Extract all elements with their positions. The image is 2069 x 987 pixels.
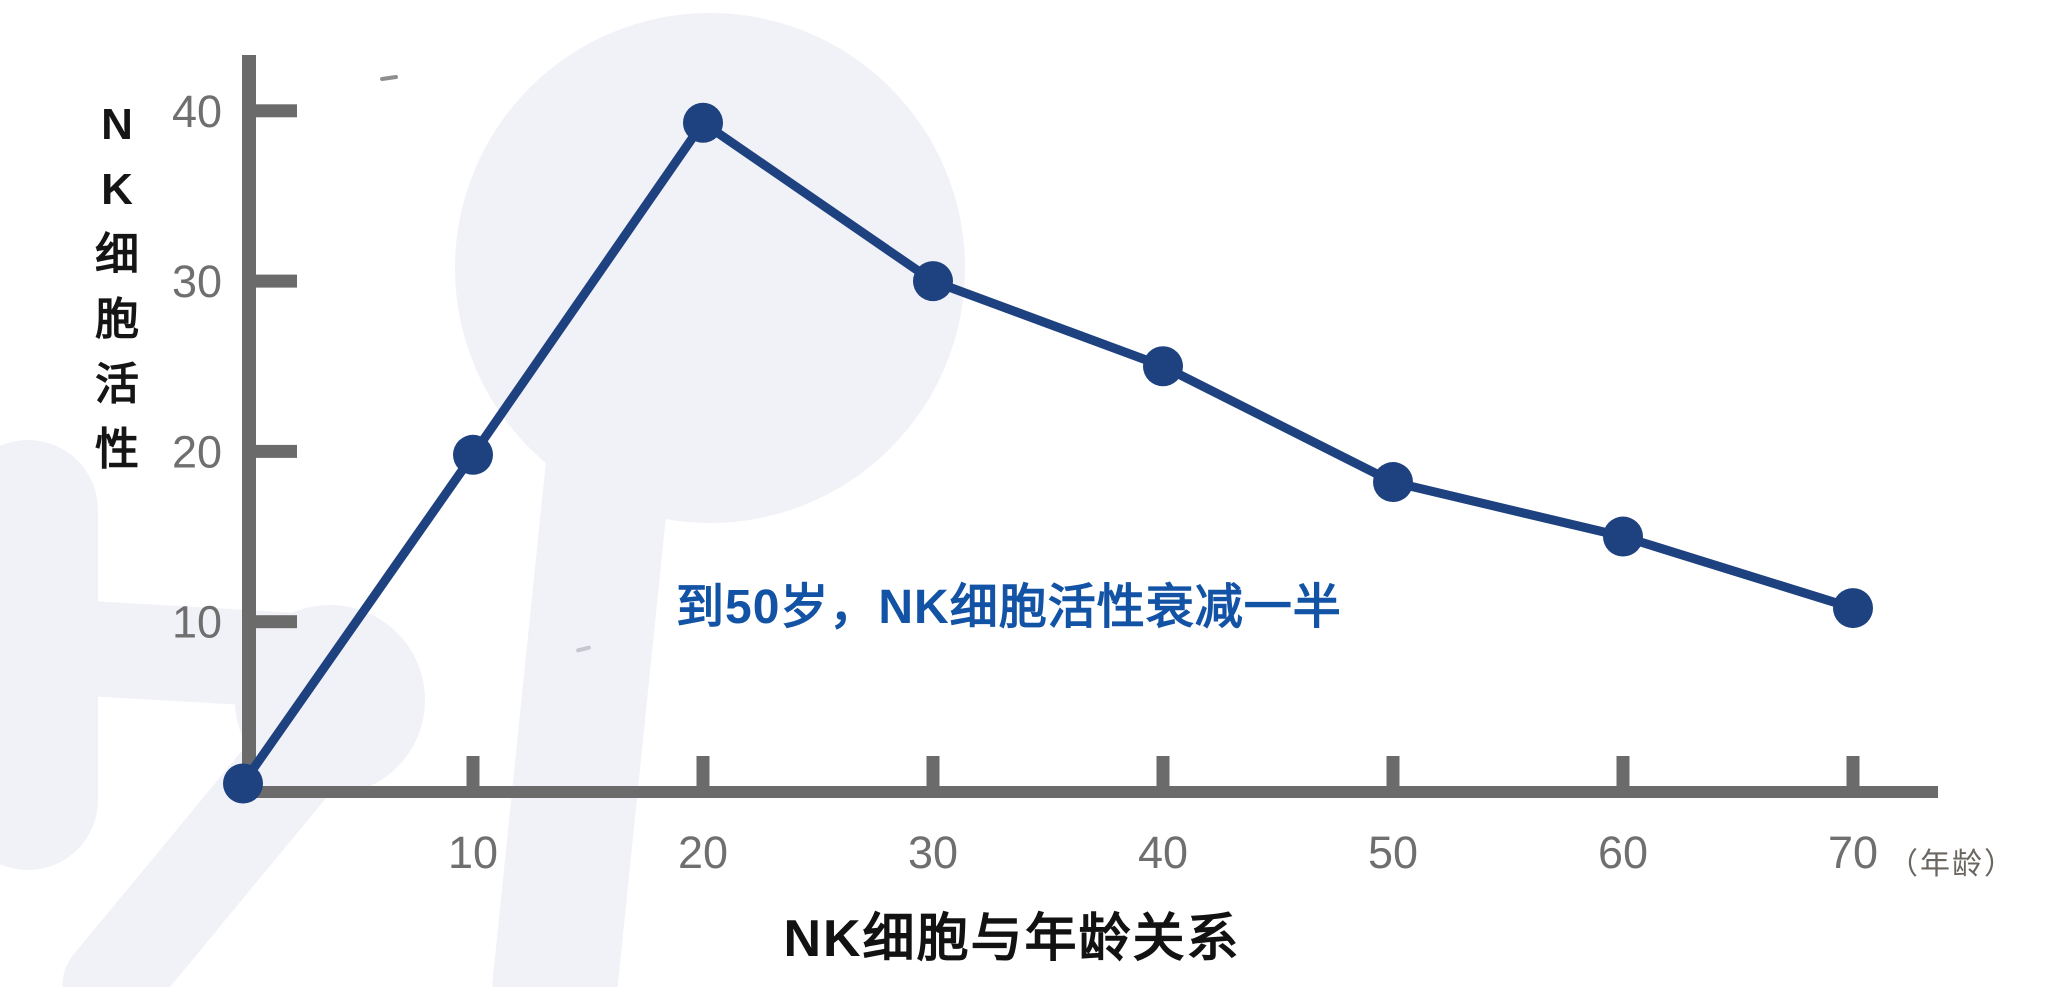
data-point (1143, 346, 1183, 387)
x-tick (1156, 756, 1170, 786)
data-point (683, 102, 723, 143)
data-point (913, 261, 953, 302)
data-point (453, 434, 493, 475)
x-tick-label: 40 (1138, 827, 1188, 878)
y-tick (256, 274, 297, 288)
x-tick-label: 60 (1598, 827, 1648, 878)
x-tick (1846, 756, 1860, 786)
series-line (239, 118, 1855, 787)
data-point (1373, 462, 1413, 503)
x-tick-label: 70 (1828, 827, 1878, 878)
x-axis-unit-label: （年龄） (1888, 848, 2016, 881)
data-point (1833, 588, 1873, 629)
x-tick-label: 10 (448, 827, 498, 878)
x-tick (1386, 756, 1400, 786)
chart-annotation: 到50岁，NK细胞活性衰减一半 (676, 581, 1342, 634)
x-tick (1616, 756, 1630, 786)
y-tick (256, 104, 297, 118)
x-tick-label: 30 (908, 827, 958, 878)
decor-blob-tube (492, 367, 675, 987)
y-tick-label: 40 (172, 86, 222, 137)
x-tick (696, 756, 710, 786)
x-tick (466, 756, 480, 786)
decor-blob-circle (455, 13, 965, 523)
y-tick (256, 615, 297, 629)
chart-title: NK细胞与年龄关系 (783, 910, 1241, 968)
x-axis-line (242, 786, 1938, 798)
x-tick-label: 50 (1368, 827, 1418, 878)
y-tick (256, 444, 297, 458)
y-tick-label: 30 (172, 256, 222, 307)
x-tick-label: 20 (678, 827, 728, 878)
y-tick-label: 10 (172, 597, 222, 648)
y-axis-label: N K 细 胞 活 性 (95, 100, 139, 474)
y-axis-line (242, 55, 256, 798)
x-tick (926, 756, 940, 786)
data-point (223, 763, 263, 804)
y-tick-label: 20 (172, 426, 222, 477)
data-point (1603, 516, 1643, 557)
